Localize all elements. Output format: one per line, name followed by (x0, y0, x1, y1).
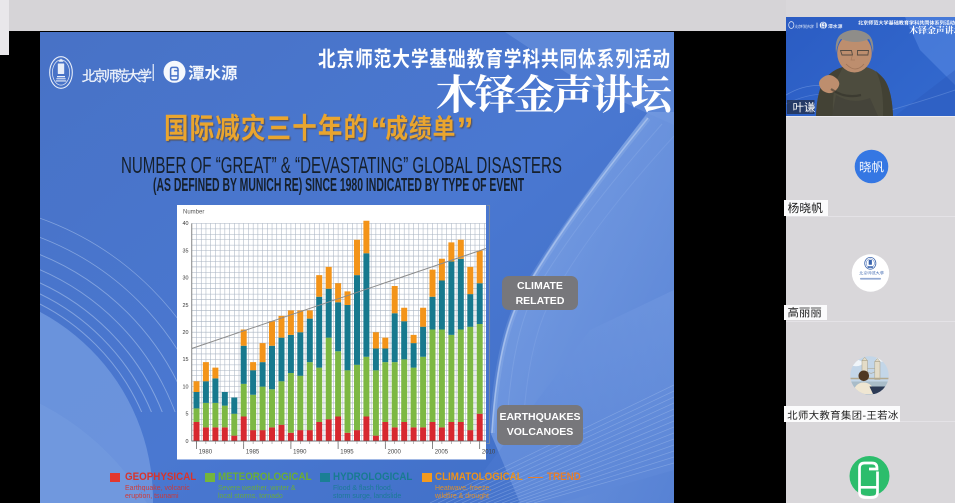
svg-text:35: 35 (183, 248, 189, 254)
svg-text:40: 40 (183, 221, 189, 227)
svg-text:1985: 1985 (246, 450, 260, 456)
svg-text:1995: 1995 (340, 450, 354, 456)
svg-text:0: 0 (186, 439, 189, 445)
svg-text:25: 25 (183, 303, 189, 309)
svg-text:5: 5 (186, 412, 189, 418)
svg-text:1990: 1990 (293, 450, 307, 456)
svg-text:2005: 2005 (435, 450, 449, 456)
svg-text:2000: 2000 (388, 450, 402, 456)
svg-text:20: 20 (183, 330, 189, 336)
svg-text:15: 15 (183, 357, 189, 363)
svg-text:10: 10 (183, 384, 189, 390)
svg-text:Number: Number (183, 210, 204, 216)
svg-text:30: 30 (183, 276, 189, 282)
svg-text:1980: 1980 (199, 450, 213, 456)
svg-text:2010: 2010 (482, 450, 496, 456)
